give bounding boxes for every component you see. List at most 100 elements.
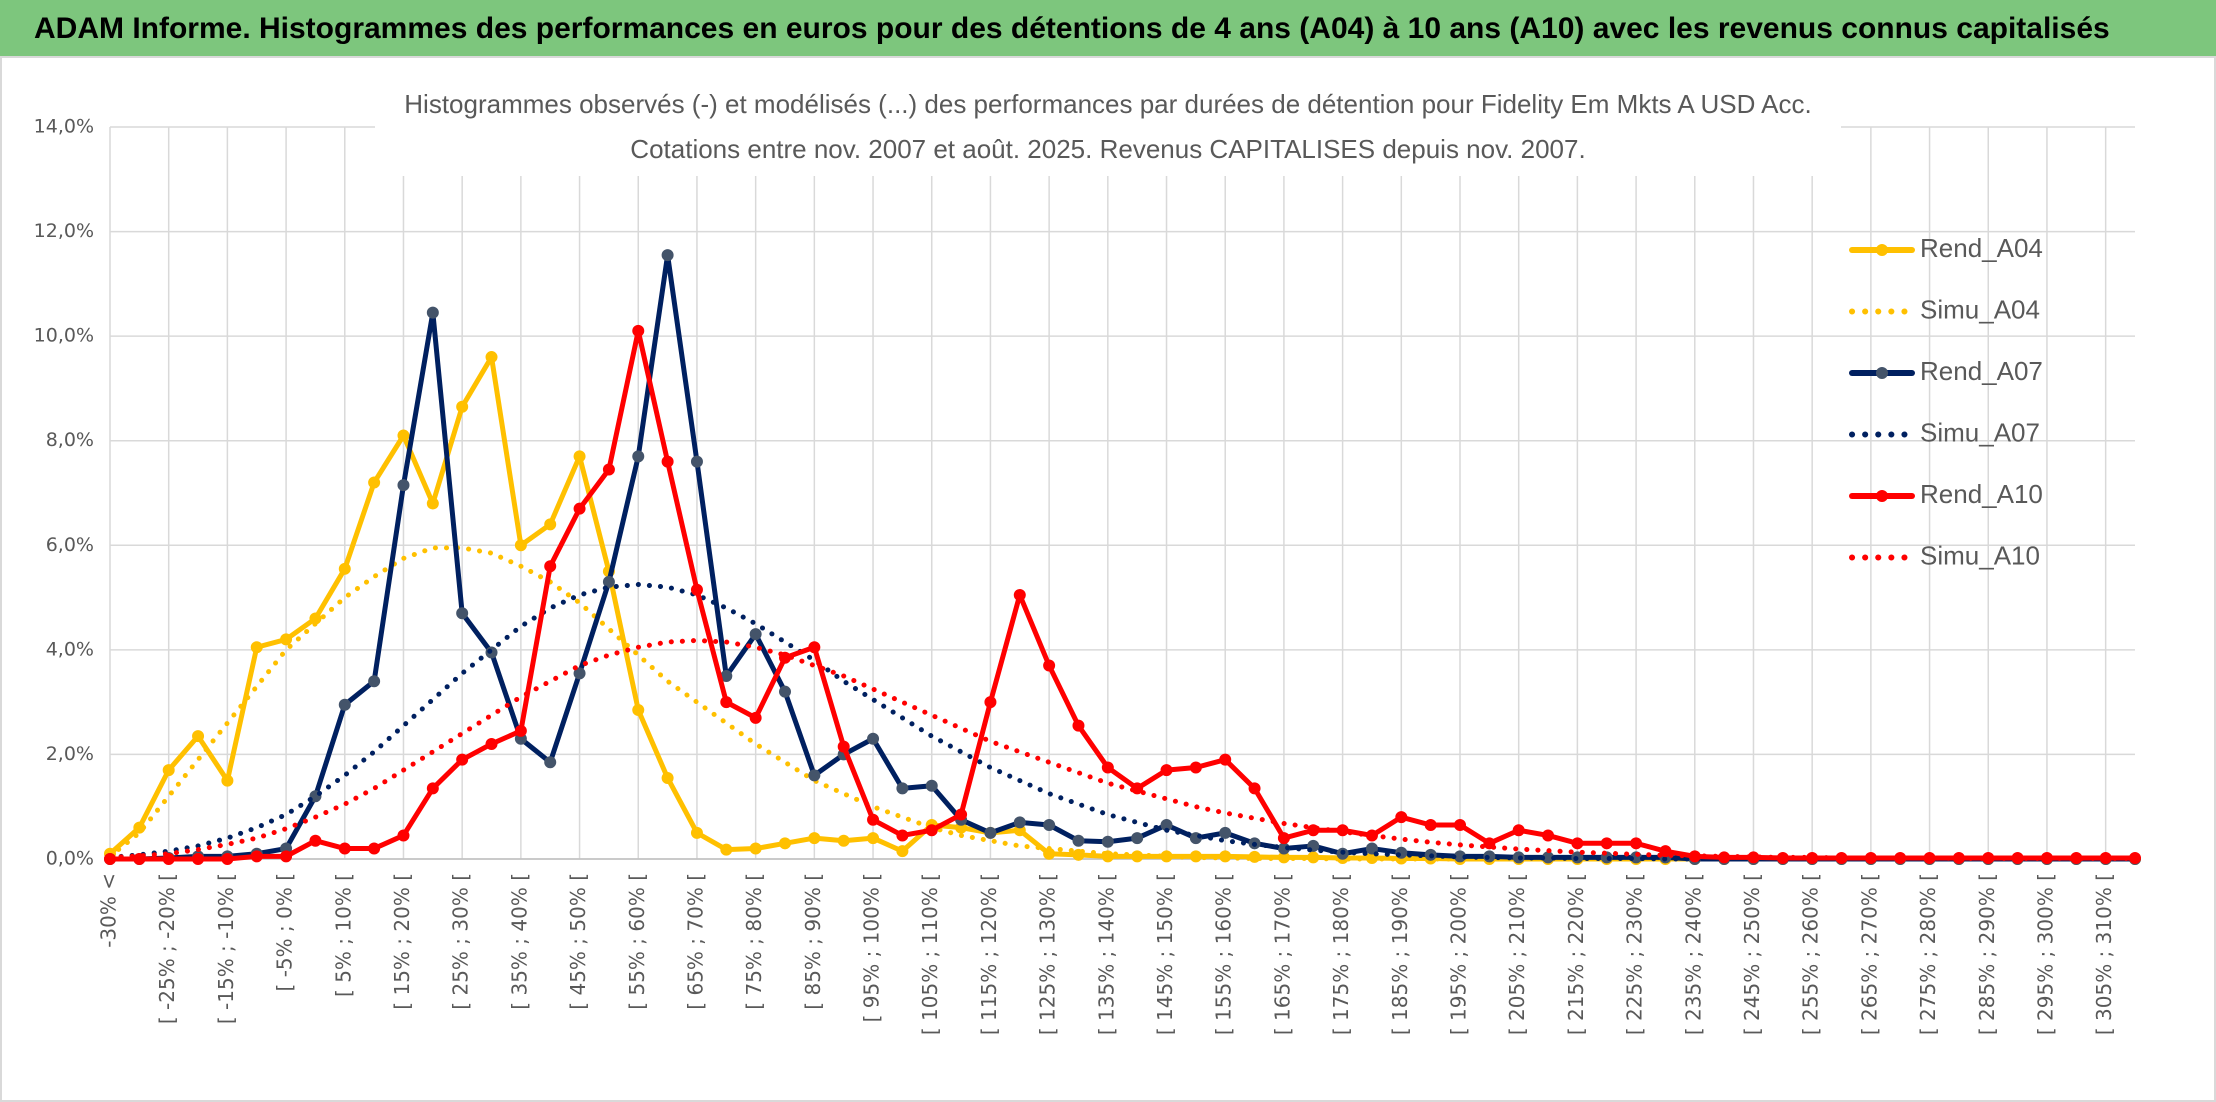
marker bbox=[192, 730, 205, 743]
marker bbox=[1395, 811, 1408, 824]
x-tick-label: [ 205% ; 210% [ bbox=[1505, 873, 1529, 1035]
marker bbox=[397, 479, 410, 492]
marker bbox=[544, 560, 557, 573]
marker bbox=[1542, 829, 1555, 842]
marker bbox=[955, 808, 968, 821]
legend-label: Rend_A04 bbox=[1920, 233, 2043, 263]
marker bbox=[632, 450, 645, 463]
marker bbox=[632, 703, 645, 716]
marker bbox=[280, 850, 293, 863]
marker bbox=[250, 641, 263, 654]
x-tick-label: [ 35% ; 40% [ bbox=[507, 873, 531, 1010]
x-tick-label: [ 285% ; 290% [ bbox=[1975, 873, 1999, 1035]
x-tick-label: [ 245% ; 250% [ bbox=[1740, 873, 1764, 1035]
x-tick-label: [ 225% ; 230% [ bbox=[1623, 873, 1647, 1035]
x-tick-label: [ 65% ; 70% [ bbox=[683, 873, 707, 1010]
marker bbox=[1160, 764, 1173, 777]
title-backdrop bbox=[375, 86, 1841, 176]
y-tick-label: 6,0% bbox=[46, 534, 94, 556]
marker bbox=[1219, 826, 1232, 839]
legend-label: Simu_A10 bbox=[1920, 540, 2040, 570]
marker bbox=[1043, 659, 1056, 672]
marker bbox=[720, 843, 733, 856]
marker bbox=[1600, 837, 1613, 850]
marker bbox=[2129, 851, 2141, 864]
marker bbox=[573, 667, 586, 680]
marker bbox=[925, 779, 938, 792]
marker bbox=[368, 842, 381, 855]
marker bbox=[749, 711, 762, 724]
chart-frame bbox=[0, 56, 2216, 1102]
marker bbox=[426, 497, 439, 510]
marker bbox=[544, 756, 557, 769]
marker bbox=[896, 782, 909, 795]
x-tick-label: [ 265% ; 270% [ bbox=[1857, 873, 1881, 1035]
marker bbox=[573, 450, 586, 463]
marker bbox=[1512, 824, 1525, 837]
marker bbox=[808, 769, 821, 782]
x-tick-label: [ 125% ; 130% [ bbox=[1036, 873, 1060, 1035]
marker bbox=[338, 842, 351, 855]
marker bbox=[690, 455, 703, 468]
marker bbox=[632, 324, 645, 337]
marker bbox=[573, 502, 586, 515]
marker bbox=[456, 607, 469, 620]
y-tick-label: 14,0% bbox=[34, 116, 94, 138]
model-line bbox=[107, 637, 2138, 861]
x-tick-label: [ 95% ; 100% [ bbox=[860, 873, 884, 1022]
x-tick-label: [ 45% ; 50% [ bbox=[566, 873, 590, 1010]
marker bbox=[162, 764, 175, 777]
marker bbox=[602, 575, 615, 588]
marker bbox=[837, 834, 850, 847]
legend-marker bbox=[1876, 244, 1888, 256]
marker bbox=[1189, 761, 1202, 774]
marker bbox=[514, 724, 527, 737]
marker bbox=[1630, 837, 1643, 850]
legend: Rend_A04 Simu_A04 Rend_A07 Simu_A07 Rend_A10… bbox=[1849, 233, 2043, 570]
marker bbox=[925, 824, 938, 837]
marker bbox=[397, 829, 410, 842]
marker bbox=[485, 737, 498, 750]
y-tick-label: 4,0% bbox=[46, 638, 94, 660]
x-tick-label: [ -5% ; 0% [ bbox=[273, 873, 297, 991]
marker bbox=[1659, 845, 1672, 858]
marker bbox=[368, 476, 381, 489]
plot bbox=[104, 249, 2141, 865]
marker bbox=[1219, 753, 1232, 766]
x-tick-label: [ 25% ; 30% [ bbox=[449, 873, 473, 1010]
marker bbox=[749, 628, 762, 641]
marker bbox=[280, 633, 293, 646]
marker bbox=[690, 826, 703, 839]
marker bbox=[602, 463, 615, 476]
x-tick-label: [ 15% ; 20% [ bbox=[390, 873, 414, 1010]
legend-marker bbox=[1876, 367, 1888, 379]
marker bbox=[896, 829, 909, 842]
marker bbox=[250, 850, 263, 863]
marker bbox=[1101, 835, 1114, 848]
marker bbox=[1072, 834, 1085, 847]
x-tick-label: [ 145% ; 150% [ bbox=[1153, 873, 1177, 1035]
y-tick-label: 8,0% bbox=[46, 429, 94, 451]
marker bbox=[1013, 816, 1026, 829]
marker bbox=[456, 400, 469, 413]
x-tick-label: [ 175% ; 180% [ bbox=[1329, 873, 1353, 1035]
x-tick-label: [ 105% ; 110% [ bbox=[918, 873, 942, 1035]
x-tick-label: [ 165% ; 170% [ bbox=[1270, 873, 1294, 1035]
legend-marker bbox=[1876, 490, 1888, 502]
x-tick-label: [ -25% ; -20% [ bbox=[155, 873, 179, 1024]
marker bbox=[1454, 819, 1466, 832]
marker bbox=[397, 429, 410, 442]
marker bbox=[1424, 819, 1437, 832]
marker bbox=[221, 774, 234, 787]
grid: 0,0% 2,0% 4,0% 6,0% 8,0% 10,0% 12,0% 14,0% -30% … bbox=[34, 116, 2135, 1035]
x-tick-label: [ 5% ; 10% [ bbox=[331, 873, 355, 997]
legend-label: Simu_A04 bbox=[1920, 294, 2040, 324]
marker bbox=[426, 306, 439, 319]
legend-label: Simu_A07 bbox=[1920, 417, 2040, 447]
x-tick-label: [ 215% ; 220% [ bbox=[1564, 873, 1588, 1035]
marker bbox=[661, 771, 674, 784]
marker bbox=[456, 753, 469, 766]
marker bbox=[1365, 842, 1378, 855]
marker bbox=[661, 455, 674, 468]
